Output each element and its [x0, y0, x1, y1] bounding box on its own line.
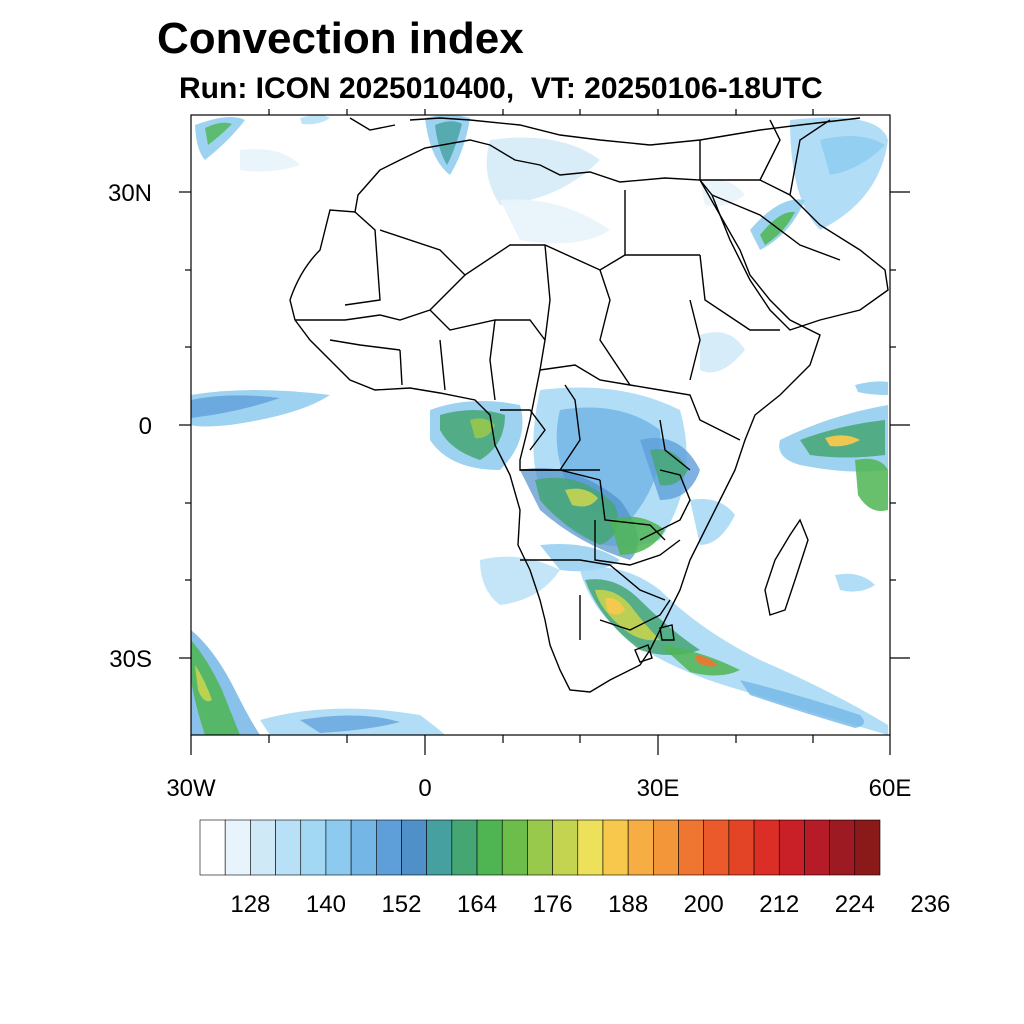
lat-label-30s: 30S: [109, 646, 152, 673]
colorbar-box: [527, 819, 553, 876]
lon-label-60e: 60E: [869, 775, 912, 802]
colorbar-box: [678, 819, 705, 876]
colorbar-box: [804, 819, 830, 876]
colorbar-box: [224, 819, 251, 876]
axis-ticks: [179, 109, 910, 755]
lon-label-30w: 30W: [166, 775, 216, 802]
colorbar-box: [753, 819, 780, 876]
colorbar-box: [703, 819, 730, 876]
colorbar-box: [375, 819, 402, 876]
colorbar-box: [552, 819, 579, 876]
lat-label-0: 0: [139, 413, 152, 440]
colorbar-box: [778, 819, 805, 876]
colorbar: [199, 819, 881, 876]
country-boundaries: [289, 117, 889, 693]
map-subtitle: Run: ICON 2025010400, VT: 20250106-18UTC: [179, 72, 823, 105]
colorbar-label: 224: [835, 891, 875, 918]
colorbar-label: 128: [230, 891, 270, 918]
colorbar-label: 236: [910, 891, 950, 918]
colorbar-box: [577, 819, 604, 876]
colorbar-label: 164: [457, 891, 497, 918]
colorbar-label: 152: [381, 891, 421, 918]
colorbar-box: [653, 819, 679, 876]
colorbar-box: [476, 819, 503, 876]
colorbar-box: [501, 819, 528, 876]
colorbar-label: 188: [608, 891, 648, 918]
colorbar-box: [275, 819, 302, 876]
colorbar-box: [728, 819, 755, 876]
colorbar-box: [426, 819, 453, 876]
colorbar-box: [829, 819, 856, 876]
colorbar-box: [325, 819, 352, 876]
colorbar-box: [300, 819, 327, 876]
colorbar-labels: 128 140 152 164 176 188 200 212 224 236: [230, 891, 950, 918]
colorbar-box: [627, 819, 654, 876]
colorbar-box: [250, 819, 276, 876]
colorbar-label: 140: [306, 891, 346, 918]
convection-field: [191, 115, 888, 735]
colorbar-box: [451, 819, 478, 876]
colorbar-box: [401, 819, 427, 876]
colorbar-label: 200: [684, 891, 724, 918]
lon-label-30e: 30E: [637, 775, 680, 802]
map-title: Convection index: [157, 14, 524, 63]
colorbar-box: [854, 819, 881, 876]
colorbar-box: [602, 819, 629, 876]
colorbar-label: 212: [759, 891, 799, 918]
colorbar-box: [199, 819, 226, 876]
lon-label-0: 0: [418, 775, 431, 802]
colorbar-label: 176: [533, 891, 573, 918]
lat-label-30n: 30N: [108, 180, 152, 207]
colorbar-box: [350, 819, 377, 876]
